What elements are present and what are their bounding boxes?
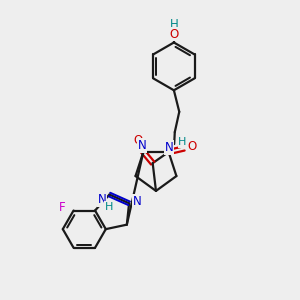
Text: H: H: [171, 21, 179, 31]
Text: O: O: [188, 140, 197, 152]
Text: H: H: [169, 18, 178, 31]
Text: N: N: [164, 141, 173, 154]
Text: H: H: [105, 202, 113, 212]
Text: F: F: [59, 201, 65, 214]
Text: O: O: [134, 134, 143, 147]
Text: N: N: [137, 139, 146, 152]
Text: N: N: [133, 195, 142, 208]
Text: H: H: [178, 137, 187, 147]
Text: O: O: [169, 28, 178, 40]
Text: N: N: [98, 194, 106, 206]
